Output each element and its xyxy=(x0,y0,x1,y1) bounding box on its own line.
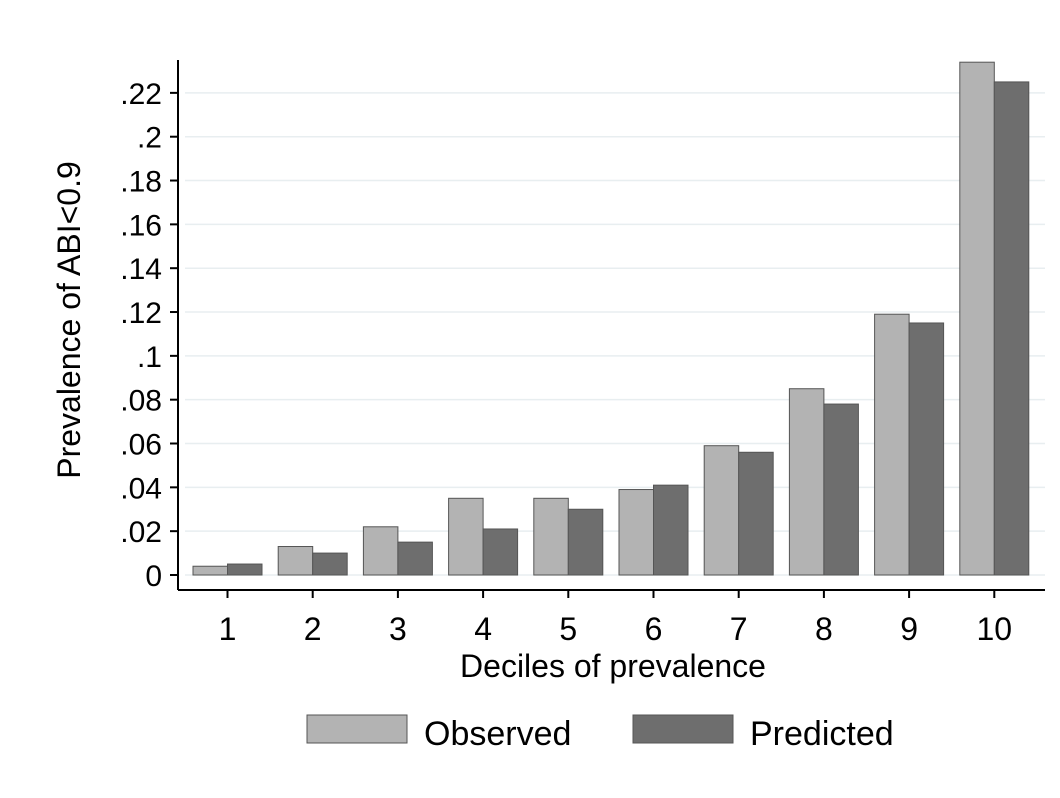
bar-predicted-5 xyxy=(567,508,604,576)
y-ticks: 0 .02 .04 .06 .08 .1 .12 .14 .16 .18 .2 .22 xyxy=(120,78,178,593)
y-tick-label: .06 xyxy=(120,429,162,462)
x-tick-label: 5 xyxy=(559,611,577,647)
legend-swatch-predicted xyxy=(632,714,734,744)
bar-predicted-6 xyxy=(653,484,689,576)
bar-observed-1 xyxy=(192,565,228,576)
x-tick-label: 2 xyxy=(304,611,322,647)
y-tick-label: .2 xyxy=(137,122,162,155)
bar-predicted-3 xyxy=(397,541,433,576)
bar-predicted-7 xyxy=(738,451,774,576)
legend-label-observed: Observed xyxy=(424,715,571,753)
x-tick-label: 9 xyxy=(900,611,918,647)
x-tick-label: 8 xyxy=(815,611,833,647)
x-axis-label: Deciles of prevalence xyxy=(460,648,766,684)
bar-observed-8 xyxy=(788,388,825,576)
bar-predicted-4 xyxy=(482,528,519,576)
bar-observed-6 xyxy=(618,489,654,576)
axes xyxy=(177,60,1045,591)
bar-predicted-1 xyxy=(227,563,263,576)
y-axis-label: Prevalence of ABI<0.9 xyxy=(51,161,87,479)
x-tick-label: 7 xyxy=(730,611,748,647)
bar-predicted-9 xyxy=(908,322,945,576)
y-tick-label: .16 xyxy=(120,209,162,242)
gridlines xyxy=(185,92,1045,576)
x-tick-label: 6 xyxy=(645,611,663,647)
y-tick-label: .08 xyxy=(120,385,162,418)
bar-predicted-2 xyxy=(312,552,348,576)
y-tick-label: .12 xyxy=(120,297,162,330)
legend: Observed Predicted xyxy=(306,714,894,753)
bar-predicted-10 xyxy=(993,81,1030,576)
y-tick-label: .14 xyxy=(120,253,162,286)
y-tick-label: .22 xyxy=(120,78,162,111)
bar-observed-10 xyxy=(959,61,995,576)
x-tick-label: 3 xyxy=(389,611,407,647)
y-tick-label: 0 xyxy=(145,560,162,593)
y-tick-label: .04 xyxy=(120,472,162,505)
x-tick-label: 4 xyxy=(474,611,492,647)
y-tick-label: .02 xyxy=(120,516,162,549)
bar-observed-5 xyxy=(533,497,569,576)
bars xyxy=(192,61,1030,576)
x-tick-label: 10 xyxy=(977,611,1013,647)
bar-observed-9 xyxy=(874,313,910,576)
y-tick-label: .18 xyxy=(120,166,162,199)
x-ticks: 1 2 3 4 5 6 7 8 9 10 xyxy=(219,590,1012,647)
bar-observed-7 xyxy=(703,445,740,576)
bar-observed-2 xyxy=(277,546,314,576)
legend-swatch-observed xyxy=(306,714,408,744)
bar-observed-4 xyxy=(448,497,484,576)
legend-label-predicted: Predicted xyxy=(750,715,894,753)
bar-predicted-8 xyxy=(823,403,859,576)
y-tick-label: .1 xyxy=(137,341,162,374)
bar-observed-3 xyxy=(362,526,399,576)
x-tick-label: 1 xyxy=(219,611,237,647)
